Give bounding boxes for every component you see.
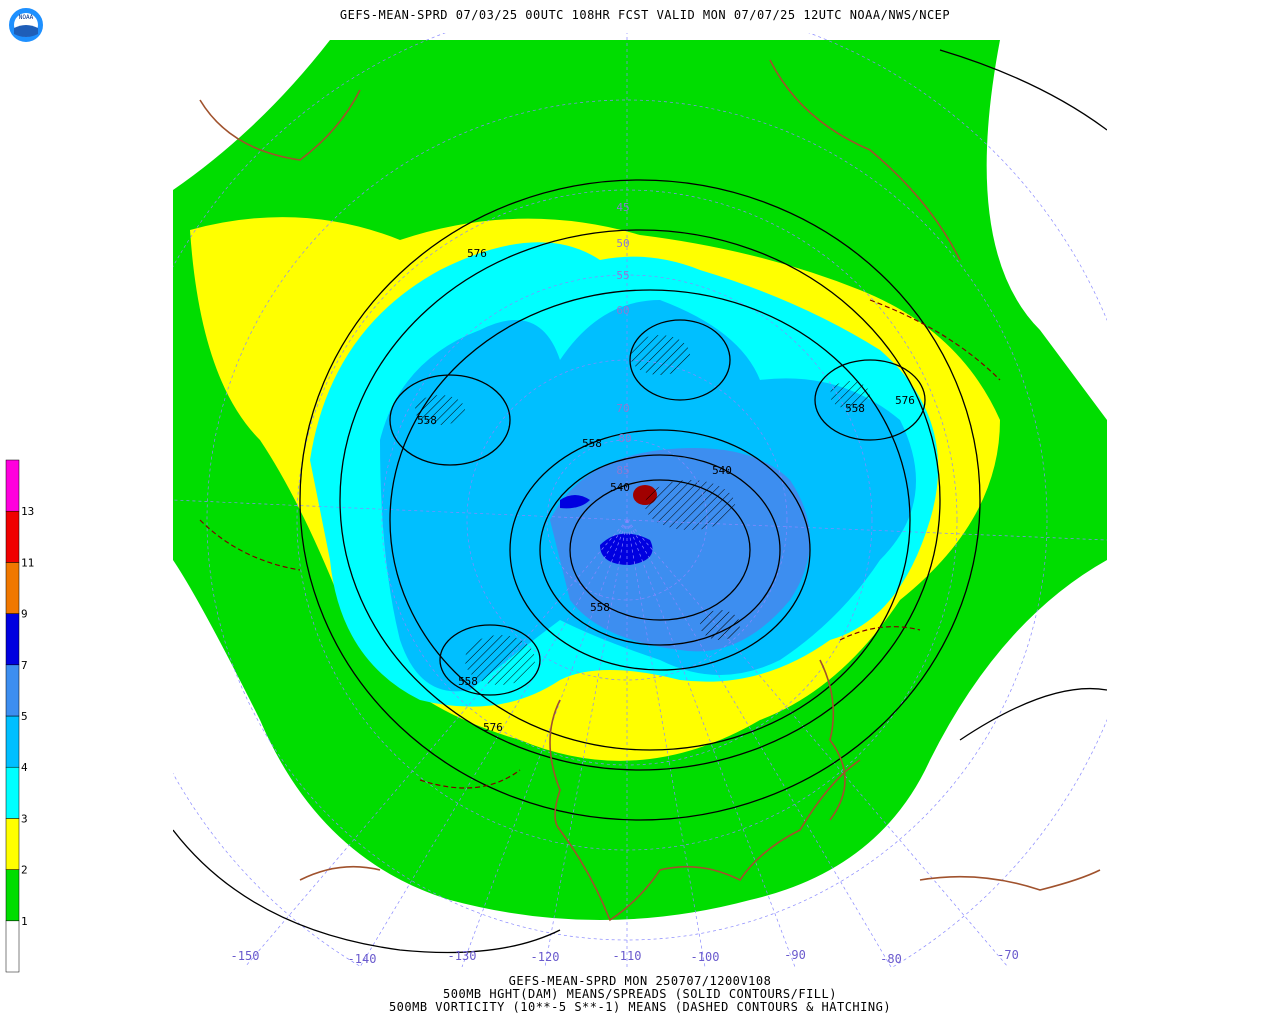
latitude-label: 55 — [616, 269, 629, 282]
contour-label: 540 — [712, 464, 732, 477]
colorbar-label: 13 — [21, 505, 34, 518]
colorbar-label: 1 — [21, 915, 28, 928]
longitude-label: -100 — [691, 950, 720, 964]
contour-label: 558 — [458, 675, 478, 688]
latitude-label: 70 — [616, 402, 629, 415]
colorbar-label: 2 — [21, 864, 28, 877]
longitude-label: -150 — [231, 949, 260, 963]
contour-label: 558 — [582, 437, 602, 450]
title: GEFS-MEAN-SPRD 07/03/25 00UTC 108HR FCST… — [340, 8, 950, 22]
longitude-label: -110 — [613, 949, 642, 963]
latitude-label: 85 — [616, 464, 629, 477]
longitude-label: -120 — [531, 950, 560, 964]
contour-label: 576 — [895, 394, 915, 407]
colorbar-swatch — [5, 613, 20, 666]
logo-text: NOAA — [19, 14, 34, 21]
contour-label: 576 — [483, 721, 503, 734]
colorbar-swatch — [5, 869, 20, 922]
colorbar-label: 11 — [21, 556, 34, 569]
footer-line: GEFS-MEAN-SPRD MON 250707/1200V108 — [509, 974, 772, 988]
colorbar-label: 9 — [21, 608, 28, 621]
colorbar-swatch — [5, 562, 20, 614]
colorbar-label: 4 — [21, 761, 28, 774]
contour-label: 576 — [467, 247, 487, 260]
colorbar-label: 5 — [21, 710, 28, 723]
footer-line: 500MB VORTICITY (10**-5 S**-1) MEANS (DA… — [389, 1000, 891, 1014]
longitude-label: -90 — [784, 948, 806, 962]
colorbar-swatch — [5, 818, 20, 870]
latitude-label: 45 — [616, 201, 629, 214]
colorbar-swatch — [5, 510, 20, 563]
contour-label: 558 — [845, 402, 865, 415]
longitude-label: -80 — [880, 952, 902, 966]
contour-label: 558 — [590, 601, 610, 614]
colorbar-label: 3 — [21, 812, 28, 825]
map: 576 558 558 540 540 558 558 576 576 558 45 50 55 60 7… — [173, 33, 1107, 967]
colorbar-swatch — [5, 459, 20, 512]
latitude-label: 80 — [618, 432, 631, 445]
latitude-label: 50 — [616, 237, 629, 250]
colorbar-swatch — [5, 715, 20, 768]
longitude-label: -140 — [348, 952, 377, 966]
latitude-label: 60 — [616, 304, 629, 317]
contour-label: 558 — [417, 414, 437, 427]
footer-line: 500MB HGHT(DAM) MEANS/SPREADS (SOLID CON… — [443, 987, 837, 1001]
colorbar-label: 7 — [21, 659, 28, 672]
logo-wave — [14, 25, 38, 37]
longitude-label: -70 — [997, 948, 1019, 962]
contour-label: 540 — [610, 481, 630, 494]
colorbar-swatch — [5, 766, 20, 819]
longitude-label: -130 — [448, 949, 477, 963]
colorbar-swatch — [5, 920, 20, 973]
colorbar-swatch — [5, 664, 20, 717]
